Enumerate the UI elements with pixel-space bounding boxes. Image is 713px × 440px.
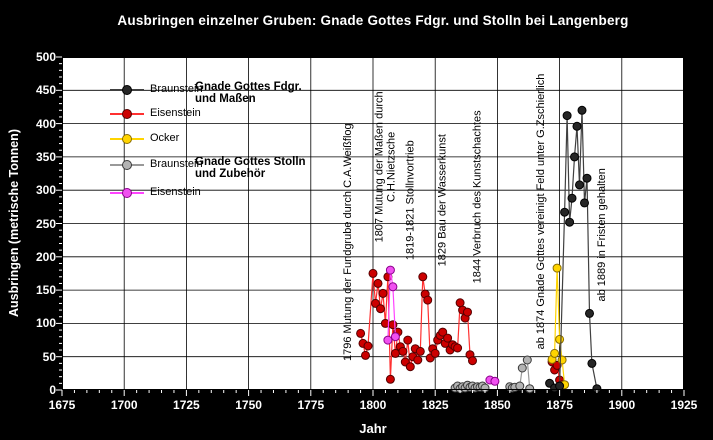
x-tick-label: 1900 — [608, 398, 636, 412]
data-point — [423, 295, 433, 305]
data-point — [368, 268, 378, 278]
x-tick-label: 1725 — [173, 398, 200, 412]
data-point — [430, 348, 440, 358]
y-tick-label: 150 — [35, 283, 56, 298]
data-point — [525, 384, 535, 394]
plot-border — [62, 57, 684, 390]
plot-area: 1796 Mutung der Fundgrube durch C.A.Weiß… — [56, 56, 685, 396]
data-point — [363, 341, 373, 351]
data-point — [418, 272, 428, 282]
data-point — [567, 193, 577, 203]
x-tick-label: 1825 — [421, 398, 449, 412]
data-point — [562, 111, 572, 121]
data-point — [552, 360, 562, 370]
y-tick-label: 200 — [35, 249, 56, 264]
data-point — [522, 355, 532, 365]
y-tick-label: 500 — [35, 50, 56, 64]
data-point — [468, 356, 477, 366]
annotation-text: 1829 Bau der Wasserkunst — [437, 134, 449, 266]
annotation-text: ab 1889 in Fristen gehalten — [596, 168, 608, 301]
data-point — [373, 278, 383, 288]
data-point — [572, 121, 582, 131]
data-point — [463, 307, 472, 317]
data-point — [453, 343, 463, 353]
y-tick-label: 400 — [35, 116, 56, 131]
x-tick-label: 1700 — [110, 398, 138, 412]
annotation-text: 1807 Mutung der Maßen durch — [373, 91, 385, 242]
x-tick-label: 1850 — [484, 398, 511, 412]
data-point — [356, 328, 366, 338]
data-point — [388, 320, 398, 330]
chart-canvas: 1796 Mutung der Fundgrube durch C.A.Weiß… — [56, 56, 685, 396]
series-line — [387, 270, 396, 341]
data-point — [565, 217, 575, 227]
y-tick-label: 0 — [49, 383, 56, 397]
x-tick-label: 1750 — [235, 398, 262, 412]
data-point — [515, 381, 525, 391]
annotation-text: C.H.Nietzsche — [385, 132, 397, 202]
data-point — [388, 282, 398, 292]
data-point — [550, 348, 560, 358]
data-point — [587, 358, 597, 368]
data-point — [383, 335, 393, 345]
x-tick-label: 1675 — [48, 398, 76, 412]
series-line — [549, 110, 598, 389]
data-point — [376, 304, 385, 314]
data-point — [378, 288, 388, 298]
data-point — [438, 327, 448, 337]
data-point — [455, 298, 465, 308]
annotation-text: 1796 Mutung der Fundgrube durch C.A.Weiß… — [342, 123, 354, 361]
data-point — [575, 180, 584, 190]
y-tick-label: 300 — [35, 183, 56, 198]
x-tick-label: 1775 — [297, 398, 325, 412]
x-tick-label: 1925 — [670, 398, 698, 412]
data-point — [577, 105, 587, 115]
data-point — [517, 363, 527, 373]
y-tick-label: 50 — [42, 349, 56, 364]
x-tick-label: 1875 — [546, 398, 573, 412]
data-point — [405, 362, 415, 372]
x-axis-title: Jahr — [359, 421, 387, 436]
data-point — [555, 334, 565, 344]
data-point — [443, 333, 453, 343]
data-point — [415, 346, 425, 356]
y-tick-label: 450 — [35, 83, 56, 98]
data-point — [570, 152, 579, 162]
y-tick-label: 100 — [35, 316, 56, 331]
annotation-text: ab 1874 Gnade Gottes vereinigt Feld unte… — [535, 74, 547, 350]
data-point — [361, 350, 370, 360]
data-point — [560, 207, 570, 217]
data-point — [580, 198, 589, 208]
data-point — [403, 335, 413, 345]
chart-title: Ausbringen einzelner Gruben: Gnade Gotte… — [117, 13, 629, 28]
data-point — [398, 346, 408, 356]
data-point — [582, 173, 592, 183]
data-point — [557, 355, 567, 365]
annotation-text: 1844 Verbruch des Kunstschachtes — [471, 110, 483, 284]
data-point — [413, 355, 423, 365]
data-point — [555, 381, 565, 391]
data-point — [490, 376, 500, 386]
x-tick-label: 1800 — [359, 398, 387, 412]
data-point — [385, 265, 395, 275]
data-point — [385, 374, 395, 384]
data-point — [585, 308, 594, 318]
annotation-text: 1819-1821 Stollnvortrieb — [404, 140, 416, 260]
y-tick-label: 350 — [35, 149, 56, 164]
data-point — [390, 332, 400, 342]
y-tick-label: 250 — [35, 216, 56, 231]
data-point — [552, 263, 562, 273]
